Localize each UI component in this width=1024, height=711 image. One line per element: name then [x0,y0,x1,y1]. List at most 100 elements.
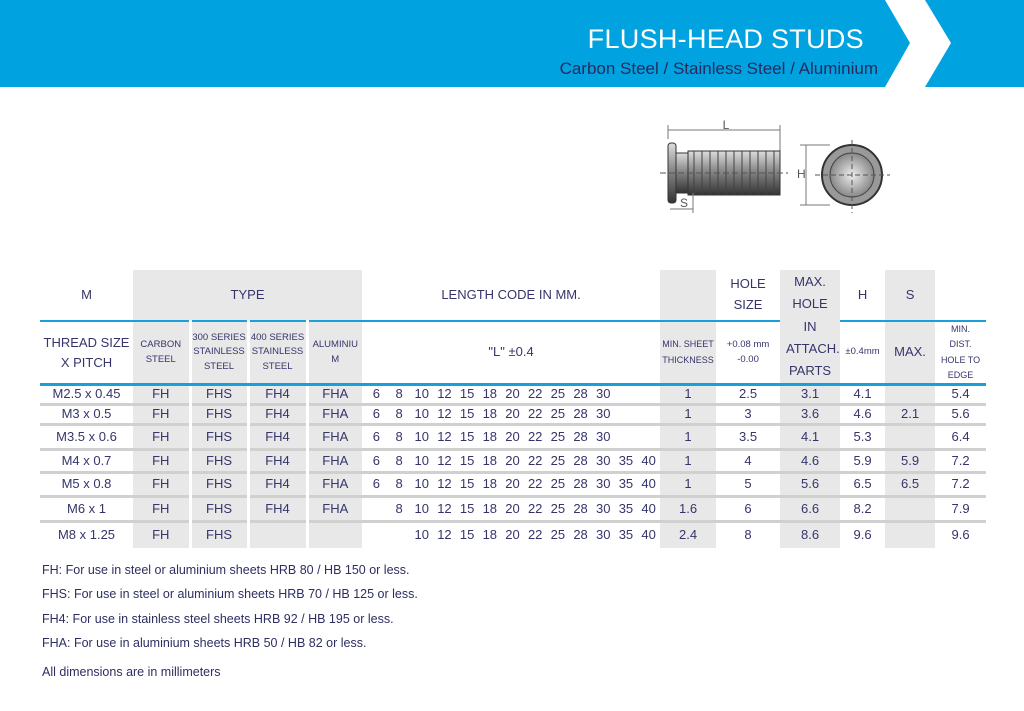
cell-carbon: FH [133,423,190,450]
cell-min-dist: 7.2 [935,448,987,473]
length-code: 40 [641,452,656,468]
length-code: 18 [482,406,498,422]
length-code: 6 [372,386,380,402]
cell-alum: FHA [305,448,363,473]
cell-s: 5.9 [885,448,936,473]
length-codes: 6 8 10 12 15 18 20 22 25 28 30 [362,403,661,425]
length-code: 28 [573,526,588,542]
cell-hole: 5 [716,471,781,497]
cell-alum: FHA [305,495,363,522]
cell-s400 [246,520,307,548]
length-code: 15 [459,500,475,516]
cell-max-hole: 8.6 [780,520,841,548]
length-code: 10 [414,500,429,516]
length-code: 12 [437,452,452,468]
specs-table: M TYPE LENGTH CODE IN MM. HOLE SIZE MAX.… [40,270,987,548]
length-code: 28 [573,406,588,422]
length-code: 10 [414,386,429,402]
length-code: 15 [459,452,475,468]
cell-s300: FHS [188,495,248,522]
cell-s: 2.1 [885,403,936,425]
cell-s: 6.5 [885,471,936,497]
cell-hole: 8 [716,520,781,548]
length-code: 18 [482,526,498,542]
length-code: 22 [527,500,543,516]
cell-thread: M5 x 0.8 [40,471,133,497]
cell-hole: 3.5 [716,423,781,450]
length-code: 20 [505,452,520,468]
length-code: 25 [550,406,566,422]
length-code: 28 [573,428,588,444]
page-title: FLUSH-HEAD STUDS [587,24,864,54]
table-row: M5 x 0.8 FH FHS FH4 FHA 6 8 10 12 15 18 20 22 25 28 30 3… [40,471,987,497]
length-code: 28 [573,476,588,492]
cell-min-sheet: 1 [660,403,717,425]
length-code: 15 [459,476,475,492]
length-code: 18 [482,500,498,516]
table-row: M3.5 x 0.6 FH FHS FH4 FHA 6 8 10 12 15 18 20 22 25 28 3… [40,423,987,450]
header-h-tolerance: ±0.4mm [840,321,886,387]
header-h: H [840,270,886,322]
length-code: 28 [573,500,588,516]
length-code: 18 [482,452,498,468]
length-codes: 10 12 15 18 20 22 25 28 30 35 40 [362,520,661,548]
cell-min-dist: 9.6 [935,520,987,548]
cell-thread: M3 x 0.5 [40,403,133,425]
length-code: 28 [573,386,588,402]
cell-hole: 4 [716,448,781,473]
length-code: 15 [459,386,475,402]
length-code: 35 [618,500,634,516]
length-codes: 6 8 10 12 15 18 20 22 25 28 30 35 40 [362,448,661,473]
cell-s300: FHS [188,471,248,497]
cell-alum: FHA [305,423,363,450]
header-400-series: 400 SERIES STAINLESS STEEL [246,321,307,387]
table-row: M8 x 1.25 FH FHS 10 12 15 18 20 22 25 28 30 35 40 2.4 8… [40,520,987,548]
cell-s [885,383,936,405]
cell-max-hole: 3.6 [780,403,841,425]
cell-h: 5.3 [840,423,886,450]
cell-thread: M8 x 1.25 [40,520,133,548]
header-banner [0,0,1024,87]
length-code: 35 [618,452,634,468]
cell-s [885,423,936,450]
length-code: 20 [505,406,520,422]
cell-h: 4.1 [840,383,886,405]
stud-drawing: L S H [660,118,890,213]
length-code: 12 [437,500,452,516]
length-code: 30 [596,500,611,516]
length-code: 10 [414,428,429,444]
cell-min-sheet: 1 [660,423,717,450]
svg-text:L: L [723,118,730,132]
cell-s400: FH4 [246,403,307,425]
length-code: 10 [414,452,429,468]
table-row: M2.5 x 0.45 FH FHS FH4 FHA 6 8 10 12 15 18 20 22 25 28… [40,383,987,405]
length-code: 6 [372,476,380,492]
cell-thread: M4 x 0.7 [40,448,133,473]
cell-carbon: FH [133,383,190,405]
cell-s400: FH4 [246,383,307,405]
cell-s300: FHS [188,403,248,425]
length-code: 10 [414,476,429,492]
cell-min-sheet: 1 [660,383,717,405]
cell-s400: FH4 [246,495,307,522]
length-code: 35 [618,526,634,542]
length-code: 12 [437,386,452,402]
svg-text:S: S [680,196,688,210]
length-code: 22 [527,476,543,492]
cell-hole: 2.5 [716,383,781,405]
length-code: 30 [596,452,611,468]
cell-s [885,495,936,522]
length-code: 35 [618,476,634,492]
cell-carbon: FH [133,448,190,473]
cell-max-hole: 6.6 [780,495,841,522]
page-subtitle: Carbon Steel / Stainless Steel / Alumini… [559,59,878,78]
length-code: 12 [437,476,452,492]
cell-s300: FHS [188,423,248,450]
header-min-sheet: MIN. SHEET THICKNESS [660,321,717,387]
length-code: 20 [505,476,520,492]
length-code: 12 [437,526,452,542]
cell-thread: M3.5 x 0.6 [40,423,133,450]
cell-h: 6.5 [840,471,886,497]
length-code: 18 [482,386,498,402]
length-code: 40 [641,500,656,516]
